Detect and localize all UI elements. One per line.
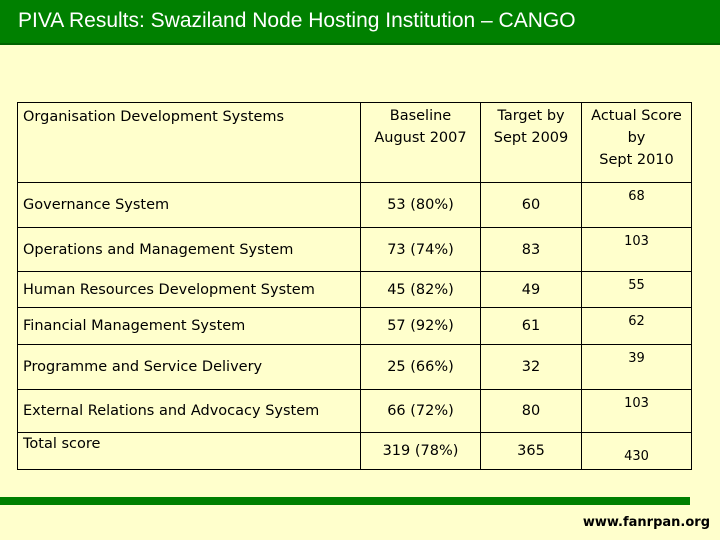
row-baseline: 57 (92%) bbox=[360, 307, 481, 345]
total-target: 365 bbox=[480, 432, 582, 470]
table-row: Governance System 53 (80%) 60 68 bbox=[17, 182, 692, 228]
table-row: External Relations and Advocacy System 6… bbox=[17, 389, 692, 433]
total-baseline: 319 (78%) bbox=[360, 432, 481, 470]
header-actual-line1: Actual Score bbox=[591, 108, 682, 124]
header-target-line1: Target by bbox=[497, 108, 565, 124]
row-actual: 103 bbox=[581, 389, 692, 433]
header-target: Target by Sept 2009 bbox=[480, 102, 582, 183]
row-name: External Relations and Advocacy System bbox=[17, 389, 361, 433]
header-baseline-line2: August 2007 bbox=[374, 130, 467, 146]
row-target: 83 bbox=[480, 227, 582, 272]
slide-title: PIVA Results: Swaziland Node Hosting Ins… bbox=[18, 9, 576, 32]
table-row: Human Resources Development System 45 (8… bbox=[17, 271, 692, 308]
row-name: Financial Management System bbox=[17, 307, 361, 345]
header-target-line2: Sept 2009 bbox=[493, 130, 569, 146]
row-actual: 62 bbox=[581, 307, 692, 345]
row-target: 60 bbox=[480, 182, 582, 228]
row-name: Governance System bbox=[17, 182, 361, 228]
row-baseline: 66 (72%) bbox=[360, 389, 481, 433]
table-row: Programme and Service Delivery 25 (66%) … bbox=[17, 344, 692, 390]
row-name: Operations and Management System bbox=[17, 227, 361, 272]
results-table: Organisation Development Systems Baselin… bbox=[17, 102, 692, 470]
row-name: Human Resources Development System bbox=[17, 271, 361, 308]
total-label: Total score bbox=[17, 432, 361, 470]
row-target: 61 bbox=[480, 307, 582, 345]
table-header-row: Organisation Development Systems Baselin… bbox=[17, 102, 692, 183]
table-row: Operations and Management System 73 (74%… bbox=[17, 227, 692, 272]
row-target: 32 bbox=[480, 344, 582, 390]
header-baseline-line1: Baseline bbox=[389, 108, 452, 124]
title-bar: PIVA Results: Swaziland Node Hosting Ins… bbox=[0, 0, 720, 45]
header-actual: Actual Score by Sept 2010 bbox=[581, 102, 692, 183]
row-target: 49 bbox=[480, 271, 582, 308]
row-baseline: 45 (82%) bbox=[360, 271, 481, 308]
header-actual-line2: by bbox=[627, 130, 646, 146]
row-actual: 39 bbox=[581, 344, 692, 390]
row-actual: 103 bbox=[581, 227, 692, 272]
row-name: Programme and Service Delivery bbox=[17, 344, 361, 390]
header-actual-line3: Sept 2010 bbox=[599, 152, 674, 168]
row-baseline: 25 (66%) bbox=[360, 344, 481, 390]
header-org-systems: Organisation Development Systems bbox=[17, 102, 361, 183]
footer-website-link[interactable]: www.fanrpan.org bbox=[582, 515, 710, 530]
header-baseline: Baseline August 2007 bbox=[360, 102, 481, 183]
total-actual: 430 bbox=[581, 432, 692, 470]
footer-bar bbox=[0, 497, 690, 505]
table-row: Financial Management System 57 (92%) 61 … bbox=[17, 307, 692, 345]
row-actual: 55 bbox=[581, 271, 692, 308]
row-baseline: 53 (80%) bbox=[360, 182, 481, 228]
row-baseline: 73 (74%) bbox=[360, 227, 481, 272]
row-target: 80 bbox=[480, 389, 582, 433]
row-actual: 68 bbox=[581, 182, 692, 228]
table-total-row: Total score 319 (78%) 365 430 bbox=[17, 432, 692, 470]
